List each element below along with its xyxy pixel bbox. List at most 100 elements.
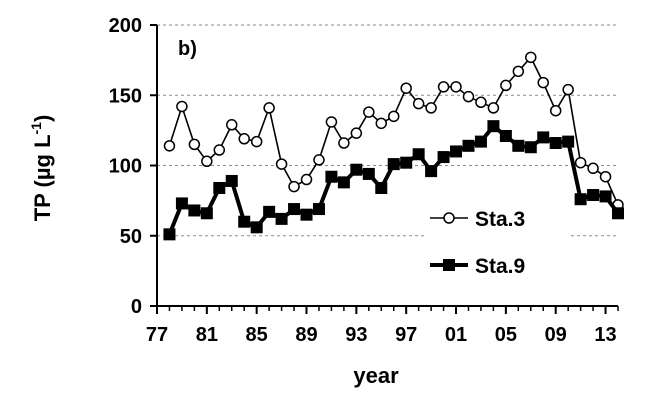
legend-marker-sta9 (443, 259, 455, 271)
data-point (537, 131, 550, 144)
data-point (537, 76, 549, 89)
data-point (300, 208, 313, 221)
data-point (512, 65, 525, 78)
x-tick-label: 81 (196, 324, 218, 346)
data-point (163, 228, 176, 241)
data-point (325, 170, 338, 183)
data-point (587, 162, 599, 175)
x-tick-label: 89 (295, 324, 317, 346)
series-sta3 (163, 51, 624, 211)
y-tick-label: 150 (109, 85, 142, 107)
data-point (350, 127, 363, 139)
y-axis-label-main: TP (µg L (30, 134, 55, 221)
data-point (599, 190, 612, 203)
y-tick-label: 200 (109, 15, 142, 37)
data-point (462, 90, 475, 103)
data-point (387, 110, 400, 123)
y-axis-label-close: ) (30, 115, 55, 122)
data-point (288, 203, 301, 216)
series (163, 51, 624, 241)
data-point (549, 137, 562, 150)
legend-label-sta9: Sta.9 (475, 255, 525, 278)
data-point (250, 221, 263, 234)
x-tick-label: 01 (445, 324, 467, 346)
data-point (250, 135, 263, 148)
data-point (425, 102, 437, 114)
legend: Sta.3 Sta.9 (424, 196, 569, 286)
data-point (238, 215, 251, 228)
x-ticks: 77 81 85 89 93 97 01 05 09 13 (146, 306, 619, 346)
legend-label-sta3: Sta.3 (475, 208, 525, 231)
data-point (574, 156, 587, 169)
data-point (512, 139, 525, 152)
data-point (487, 102, 500, 114)
data-point (363, 106, 375, 118)
data-point (412, 148, 425, 161)
x-tick-label: 05 (495, 324, 517, 346)
y-tick-label: 100 (109, 156, 142, 178)
data-point (450, 145, 463, 158)
data-point (425, 165, 438, 178)
data-point (524, 141, 537, 154)
data-point (350, 163, 363, 176)
data-point (188, 204, 201, 217)
data-point (200, 207, 213, 220)
data-point (275, 212, 288, 225)
data-point (263, 102, 275, 114)
data-point (549, 104, 562, 117)
x-tick-label: 93 (345, 324, 367, 346)
data-point (400, 82, 412, 94)
data-point (474, 135, 487, 148)
data-point (362, 167, 375, 180)
x-tick-label: 77 (146, 324, 168, 346)
data-point (475, 96, 487, 109)
data-point (263, 205, 276, 218)
data-point (500, 79, 512, 92)
data-point (562, 83, 574, 96)
data-point (337, 176, 350, 189)
data-point (487, 120, 500, 133)
data-point (163, 140, 176, 152)
data-point (238, 133, 250, 145)
data-point (599, 170, 612, 183)
data-point (462, 139, 475, 152)
legend-item-sta3: Sta.3 (430, 208, 525, 231)
x-tick-label: 97 (395, 324, 417, 346)
data-point (612, 207, 624, 220)
legend-marker-sta3 (443, 212, 455, 224)
y-tick-label: 50 (120, 226, 142, 248)
data-point (338, 137, 350, 149)
x-axis-label: year (353, 363, 399, 388)
data-point (499, 129, 512, 142)
data-point (275, 158, 288, 170)
data-point (587, 189, 600, 202)
y-axis-label-superscript: -1 (28, 122, 44, 135)
data-point (437, 151, 450, 164)
data-point (375, 181, 388, 194)
data-point (387, 158, 400, 171)
data-point (400, 156, 413, 169)
y-ticks: 0 50 100 150 200 (109, 15, 157, 318)
data-point (213, 181, 226, 194)
data-point (300, 173, 313, 186)
data-point (412, 97, 425, 110)
data-point (288, 180, 300, 193)
legend-item-sta9: Sta.9 (430, 255, 525, 278)
y-tick-label: 0 (131, 296, 142, 318)
data-point (325, 116, 338, 128)
data-point (176, 100, 188, 113)
data-point (437, 81, 450, 93)
x-tick-label: 85 (246, 324, 268, 346)
series-sta9 (163, 120, 624, 241)
data-point (312, 203, 325, 216)
x-tick-label: 13 (594, 324, 616, 346)
data-point (313, 154, 325, 166)
data-point (188, 138, 201, 151)
data-point (574, 193, 587, 206)
data-point (226, 119, 238, 131)
data-point (450, 81, 462, 93)
data-point (225, 174, 238, 187)
data-point (201, 155, 213, 168)
